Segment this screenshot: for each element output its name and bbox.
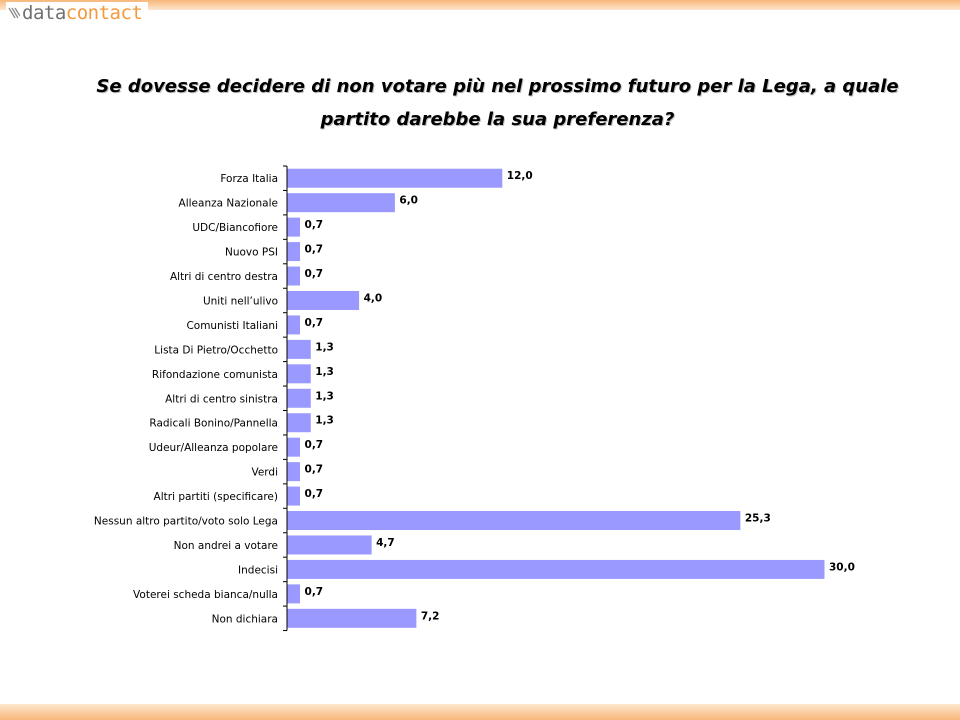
category-label: Uniti nell’ulivo (203, 295, 278, 307)
category-label: Lista Di Pietro/Occhetto (154, 344, 278, 356)
category-label: Rifondazione comunista (152, 369, 278, 381)
data-label: 4,7 (376, 537, 395, 549)
bar (287, 388, 311, 408)
bar (287, 315, 301, 335)
bar (287, 608, 417, 628)
data-label: 6,0 (399, 195, 418, 207)
category-label: Radicali Bonino/Pannella (149, 418, 278, 430)
bar (287, 266, 301, 286)
data-label: 1,3 (315, 341, 334, 353)
category-label: Voterei scheda bianca/nulla (133, 589, 278, 601)
category-label: Nessun altro partito/voto solo Lega (94, 516, 278, 528)
data-label: 0,7 (305, 464, 324, 476)
category-label: UDC/Biancofiore (192, 222, 278, 234)
data-label: 30,0 (829, 561, 855, 573)
datacontact-logo: data contact (6, 2, 149, 24)
category-label: Nuovo PSI (225, 247, 278, 259)
data-label: 0,7 (305, 488, 324, 500)
data-label: 0,7 (305, 219, 324, 231)
category-label: Forza Italia (220, 173, 278, 185)
data-label: 7,2 (421, 610, 440, 622)
bar (287, 486, 301, 506)
category-label: Altri di centro sinistra (165, 393, 278, 405)
category-label: Non andrei a votare (174, 540, 278, 552)
category-label: Udeur/Alleanza popolare (149, 442, 278, 454)
category-label: Indecisi (238, 564, 278, 576)
category-label: Altri di centro destra (170, 271, 278, 283)
bar (287, 559, 825, 579)
data-label: 25,3 (745, 513, 771, 525)
data-label: 0,7 (305, 586, 324, 598)
logo-stripes-icon (8, 7, 20, 19)
bottom-band (0, 704, 960, 720)
data-label: 4,0 (364, 292, 383, 304)
data-label: 1,3 (315, 390, 334, 402)
data-label: 0,7 (305, 268, 324, 280)
data-label: 0,7 (305, 439, 324, 451)
category-label: Alleanza Nazionale (179, 198, 278, 210)
bar (287, 168, 503, 188)
data-label: 1,3 (315, 366, 334, 378)
category-label: Comunisti Italiani (186, 320, 278, 332)
bar (287, 290, 360, 310)
bar (287, 413, 311, 433)
bar (287, 535, 372, 555)
data-label: 0,7 (305, 317, 324, 329)
bar (287, 437, 301, 457)
data-label: 0,7 (305, 244, 324, 256)
bar (287, 511, 741, 531)
logo-text-contact: contact (65, 2, 143, 24)
bar (287, 584, 301, 604)
bar (287, 242, 301, 262)
category-label: Verdi (251, 467, 278, 479)
bar (287, 217, 301, 237)
bar (287, 462, 301, 482)
bar (287, 339, 311, 359)
category-label: Altri partiti (specificare) (154, 491, 278, 503)
logo-text-data: data (22, 2, 66, 24)
data-label: 1,3 (315, 415, 334, 427)
bar (287, 193, 395, 213)
data-label: 12,0 (507, 170, 533, 182)
chart-title: Se dovesse decidere di non votare più ne… (96, 76, 899, 130)
top-band (0, 0, 960, 10)
bar (287, 364, 311, 384)
category-label: Non dichiara (212, 613, 278, 625)
